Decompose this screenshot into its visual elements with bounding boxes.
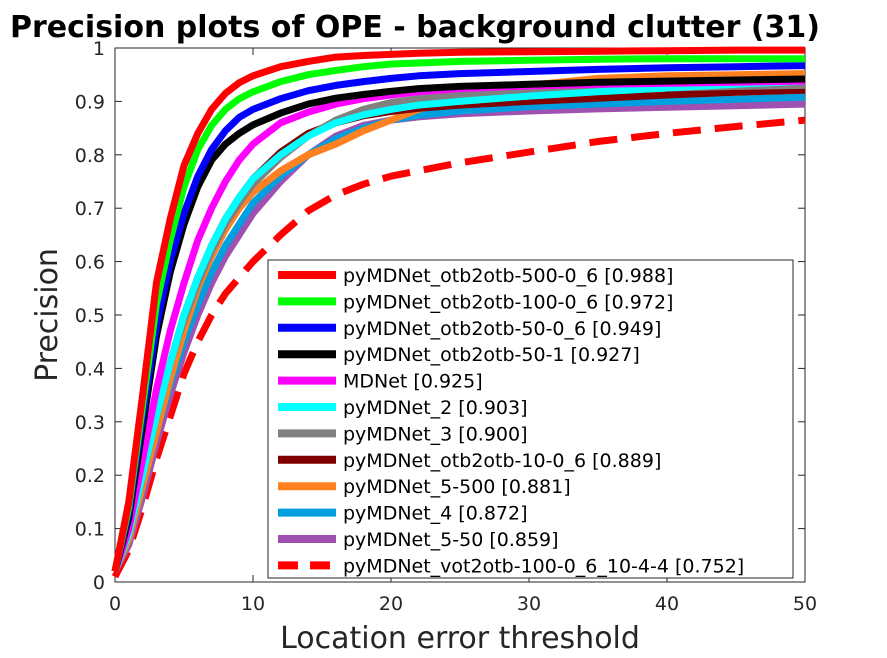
- legend-label: pyMDNet_otb2otb-50-1 [0.927]: [343, 344, 640, 366]
- legend-label: pyMDNet_otb2otb-10-0_6 [0.889]: [343, 450, 661, 472]
- x-axis-title: Location error threshold: [280, 621, 640, 656]
- y-tick-label: 0.3: [75, 412, 105, 434]
- series-line-5: [111, 77, 806, 573]
- legend: pyMDNet_otb2otb-500-0_6 [0.988] pyMDNet_o…: [267, 259, 794, 579]
- y-axis-title: Precision: [30, 248, 65, 382]
- series-line-1: [111, 55, 805, 573]
- y-tick-label: 0.1: [75, 519, 105, 541]
- y-tick-label: 1: [93, 38, 105, 60]
- y-tick-label: 0.5: [75, 305, 105, 327]
- x-tick-label: 50: [793, 593, 817, 615]
- legend-label: pyMDNet_vot2otb-100-0_6_10-4-4 [0.752]: [343, 555, 744, 577]
- y-axis: 0 0.1 0.2 0.3 0.4 0.5 0.6 0.7 0.8 0.9 1: [75, 38, 805, 594]
- series-line-0: [111, 46, 805, 572]
- y-tick-label: 0.9: [75, 91, 105, 113]
- legend-label: pyMDNet_otb2otb-500-0_6 [0.988]: [343, 265, 673, 287]
- legend-label: pyMDNet_2 [0.903]: [343, 397, 528, 419]
- legend-label: pyMDNet_3 [0.900]: [343, 423, 528, 445]
- y-tick-label: 0.7: [75, 198, 105, 220]
- x-tick-label: 10: [241, 593, 265, 615]
- y-tick-label: 0.6: [75, 252, 105, 274]
- chart-title: Precision plots of OPE - background clut…: [10, 10, 820, 45]
- series-lines: [111, 46, 806, 579]
- y-tick-label: 0: [93, 572, 105, 594]
- legend-label: pyMDNet_otb2otb-100-0_6 [0.972]: [343, 291, 673, 313]
- legend-label: pyMDNet_5-50 [0.859]: [343, 529, 559, 551]
- x-tick-label: 20: [379, 593, 403, 615]
- x-tick-label: 0: [109, 593, 121, 615]
- legend-label: pyMDNet_5-500 [0.881]: [343, 476, 571, 498]
- series-line-11: [111, 116, 806, 579]
- legend-label: MDNet [0.925]: [343, 371, 483, 393]
- x-tick-label: 30: [517, 593, 541, 615]
- series-line-2: [111, 62, 806, 573]
- legend-label: pyMDNet_4 [0.872]: [343, 503, 528, 525]
- y-tick-label: 0.4: [75, 358, 105, 380]
- y-tick-label: 0.8: [75, 145, 105, 167]
- legend-label: pyMDNet_otb2otb-50-0_6 [0.949]: [343, 318, 661, 340]
- legend-box: [267, 259, 794, 579]
- y-tick-label: 0.2: [75, 465, 105, 487]
- x-tick-label: 40: [655, 593, 679, 615]
